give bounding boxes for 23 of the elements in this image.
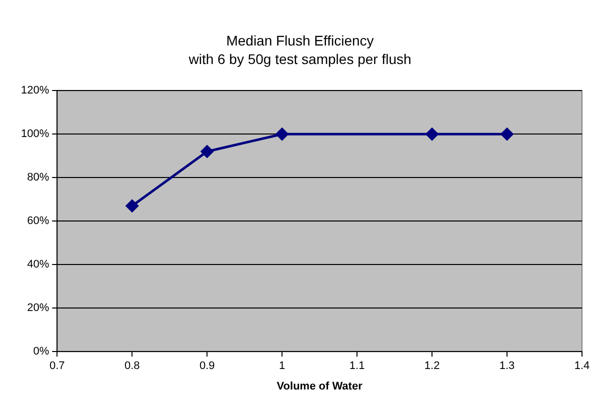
point	[276, 128, 288, 140]
y-tick-label: 100%	[20, 128, 50, 140]
x-tick-label: 1.2	[424, 360, 440, 372]
chart-title: Median Flush Efficiency	[226, 32, 374, 48]
x-tick-label: 1	[279, 360, 286, 372]
x-tick-label: 0.9	[199, 360, 215, 372]
x-tick-label: 1.4	[574, 360, 590, 372]
point	[500, 128, 514, 140]
point	[426, 128, 438, 140]
y-tick-label: 80%	[27, 172, 50, 184]
y-tick-label: 40%	[27, 258, 50, 271]
x-axis-title: Volume of Water	[276, 380, 364, 392]
y-tick-label: 0%	[33, 346, 50, 358]
point	[200, 145, 214, 158]
x-tick-label: 0.7	[49, 360, 65, 372]
y-tick-label: 20%	[27, 302, 50, 314]
x-tick-label: 1.3	[499, 360, 515, 372]
y-tick-label: 120%	[20, 84, 50, 97]
x-tick-label: 1.1	[349, 360, 365, 372]
chart-subtitle: with 6 by 50g test samples per flush	[188, 51, 412, 68]
y-tick-label: 60%	[27, 215, 50, 228]
point	[126, 200, 138, 212]
x-tick-label: 0.8	[124, 360, 140, 372]
